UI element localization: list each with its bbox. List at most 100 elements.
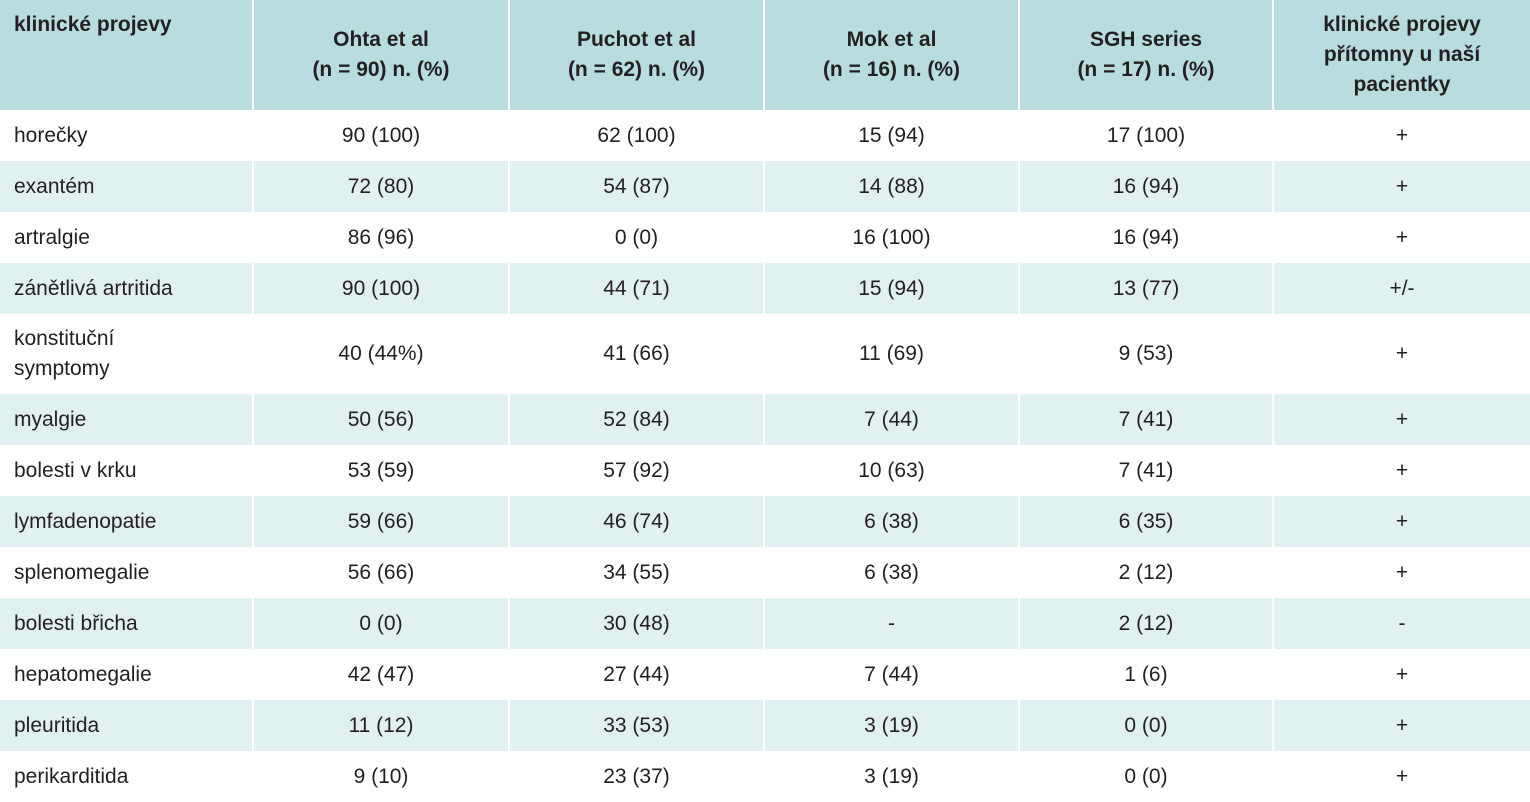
cell-mok: 16 (100) [764, 212, 1020, 263]
header-clinical-manifestations: klinické projevy [0, 0, 254, 110]
cell-puchot: 30 (48) [509, 598, 765, 649]
cell-text: 3 (19) [864, 713, 919, 737]
cell-text: 13 (77) [1112, 276, 1180, 300]
cell-ohta: 9 (10) [253, 751, 510, 802]
cell-puchot: 62 (100) [509, 110, 765, 161]
cell-text: 2 (12) [1118, 611, 1174, 635]
cell-text: + [1395, 225, 1409, 249]
cell-ohta: 50 (56) [253, 394, 510, 445]
cell-sgh-series: 16 (94) [1019, 161, 1274, 212]
cell-text: 23 (37) [603, 764, 670, 788]
cell-text: 56 (66) [347, 560, 415, 584]
cell-mok: 10 (63) [764, 445, 1020, 496]
cell-text: 16 (94) [1112, 174, 1180, 198]
cell-symptom: lymfadenopatie [0, 496, 254, 547]
cell-sgh-series: 13 (77) [1019, 263, 1274, 314]
table-row: bolesti břicha 0 (0) 30 (48) - 2 (12) - [0, 598, 1530, 649]
cell-sgh-series: 1 (6) [1019, 649, 1274, 700]
table-row: myalgie 50 (56) 52 (84) 7 (44) 7 (41) + [0, 394, 1530, 445]
cell-text: perikarditida [14, 764, 129, 788]
cell-text: 42 (47) [347, 662, 415, 686]
cell-puchot: 23 (37) [509, 751, 765, 802]
cell-text: + [1395, 560, 1409, 584]
cell-ohta: 42 (47) [253, 649, 510, 700]
cell-present-in-patient: + [1273, 394, 1530, 445]
table-row: zánětlivá artritida 90 (100) 44 (71) 15 (94… [0, 263, 1530, 314]
cell-text: 72 (80) [347, 174, 415, 198]
cell-text: 46 (74) [603, 509, 670, 533]
cell-ohta: 11 (12) [253, 700, 510, 751]
cell-text: 53 (59) [347, 458, 415, 482]
cell-sgh-series: 2 (12) [1019, 547, 1274, 598]
cell-text: 52 (84) [603, 407, 670, 431]
cell-text: 16 (100) [852, 225, 931, 249]
cell-text: myalgie [14, 407, 87, 431]
header-sgh-series: SGH series (n = 17) n. (%) [1019, 0, 1274, 110]
cell-sgh-series: 7 (41) [1019, 394, 1274, 445]
cell-text: lymfadenopatie [14, 509, 157, 533]
cell-sgh-series: 9 (53) [1019, 314, 1274, 394]
cell-present-in-patient: + [1273, 649, 1530, 700]
cell-text: 3 (19) [864, 764, 919, 788]
cell-ohta: 86 (96) [253, 212, 510, 263]
table-row: pleuritida 11 (12) 33 (53) 3 (19) 0 (0) + [0, 700, 1530, 751]
table-row: perikarditida 9 (10) 23 (37) 3 (19) 0 (0) + [0, 751, 1530, 802]
cell-mok: 14 (88) [764, 161, 1020, 212]
cell-text: 2 (12) [1118, 560, 1174, 584]
cell-text: 9 (53) [1118, 342, 1174, 365]
cell-text: + [1395, 123, 1409, 147]
cell-symptom: hepatomegalie [0, 649, 254, 700]
cell-ohta: 59 (66) [253, 496, 510, 547]
cell-text: 10 (63) [858, 458, 925, 482]
cell-text: horečky [14, 123, 88, 147]
cell-present-in-patient: - [1273, 598, 1530, 649]
cell-text: 7 (41) [1118, 458, 1174, 482]
header-ohta: Ohta et al (n = 90) n. (%) [253, 0, 510, 110]
table-row: artralgie 86 (96) 0 (0) 16 (100) 16 (94) + [0, 212, 1530, 263]
cell-text: hepatomegalie [14, 662, 152, 686]
cell-text: zánětlivá artritida [14, 276, 173, 300]
cell-puchot: 33 (53) [509, 700, 765, 751]
cell-text: 15 (94) [858, 123, 925, 147]
cell-text: 1 (6) [1124, 662, 1168, 686]
cell-symptom: bolesti břicha [0, 598, 254, 649]
header-row: klinické projevy Ohta et al (n = 90) n. … [0, 0, 1530, 110]
cell-text: 27 (44) [603, 662, 670, 686]
cell-symptom: pleuritida [0, 700, 254, 751]
table-row: exantém 72 (80) 54 (87) 14 (88) 16 (94) + [0, 161, 1530, 212]
table-row: lymfadenopatie 59 (66) 46 (74) 6 (38) 6 (35)… [0, 496, 1530, 547]
header-present-in-patient: klinické projevy přítomny u naší pacient… [1323, 13, 1481, 96]
cell-text: 34 (55) [603, 560, 670, 584]
header-puchot: Puchot et al (n = 62) n. (%) [509, 0, 765, 110]
cell-mok: 15 (94) [764, 263, 1020, 314]
cell-text: + [1395, 174, 1409, 198]
cell-text: 62 (100) [597, 123, 676, 147]
cell-text: 16 (94) [1112, 225, 1180, 249]
cell-puchot: 52 (84) [509, 394, 765, 445]
cell-text: 7 (41) [1118, 407, 1174, 431]
cell-text: 17 (100) [1106, 123, 1186, 147]
cell-text: 30 (48) [603, 611, 670, 635]
cell-present-in-patient: + [1273, 700, 1530, 751]
cell-present-in-patient: + [1273, 547, 1530, 598]
cell-text: konstituční symptomy [14, 327, 115, 380]
cell-text: 6 (38) [864, 509, 919, 533]
cell-sgh-series: 2 (12) [1019, 598, 1274, 649]
cell-puchot: 27 (44) [509, 649, 765, 700]
cell-text: 50 (56) [347, 407, 415, 431]
table-row: splenomegalie 56 (66) 34 (55) 6 (38) 2 (12) + [0, 547, 1530, 598]
cell-symptom: bolesti v krku [0, 445, 254, 496]
cell-symptom: exantém [0, 161, 254, 212]
cell-mok: 11 (69) [764, 314, 1020, 394]
cell-ohta: 90 (100) [253, 110, 510, 161]
cell-present-in-patient: + [1273, 314, 1530, 394]
cell-text: - [1398, 611, 1406, 635]
cell-present-in-patient: + [1273, 161, 1530, 212]
cell-puchot: 46 (74) [509, 496, 765, 547]
cell-symptom: zánětlivá artritida [0, 263, 254, 314]
cell-mok: 3 (19) [764, 700, 1020, 751]
cell-sgh-series: 17 (100) [1019, 110, 1274, 161]
cell-puchot: 41 (66) [509, 314, 765, 394]
cell-symptom: myalgie [0, 394, 254, 445]
cell-text: artralgie [14, 225, 90, 249]
